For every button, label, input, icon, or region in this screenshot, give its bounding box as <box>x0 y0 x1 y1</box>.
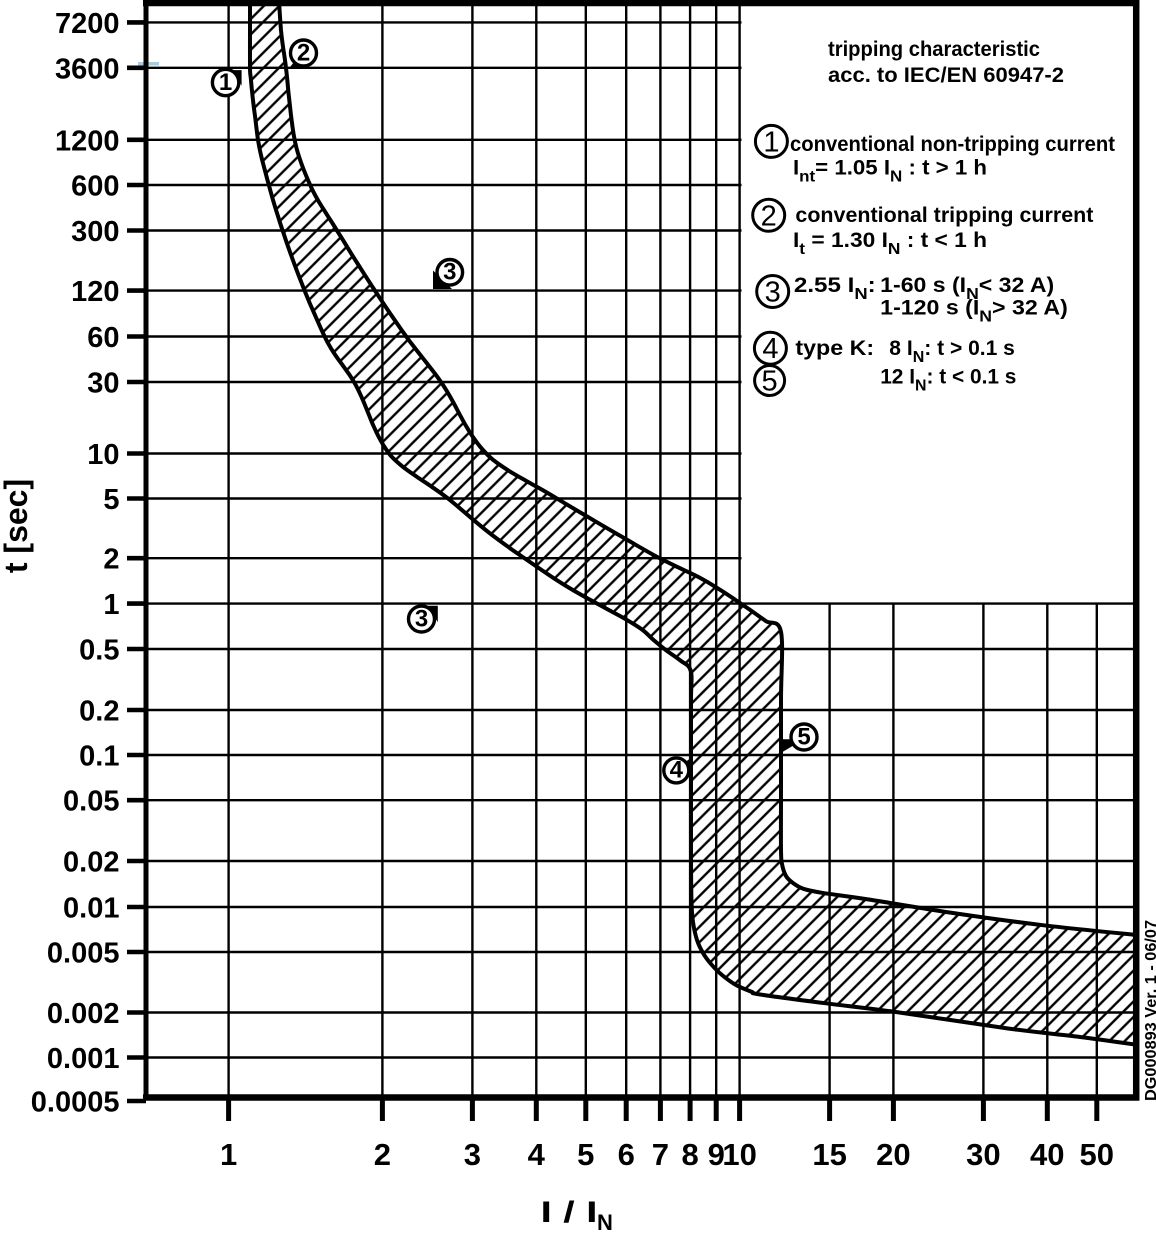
svg-text:7200: 7200 <box>55 8 120 40</box>
svg-text:5: 5 <box>577 1137 594 1172</box>
svg-text:5: 5 <box>797 723 810 750</box>
svg-text:type K:: type K: <box>795 337 874 360</box>
svg-text:t [sec]: t [sec] <box>0 479 34 573</box>
svg-text:1: 1 <box>103 589 119 621</box>
svg-text:0.02: 0.02 <box>63 847 119 879</box>
svg-text:5: 5 <box>103 484 119 516</box>
svg-text:2: 2 <box>761 200 777 232</box>
svg-text:4: 4 <box>528 1137 546 1172</box>
svg-text:acc. to IEC/EN 60947-2: acc. to IEC/EN 60947-2 <box>828 64 1064 87</box>
svg-text:0.5: 0.5 <box>79 635 119 667</box>
svg-text:40: 40 <box>1030 1137 1064 1172</box>
svg-text:2: 2 <box>374 1137 391 1172</box>
svg-text:2: 2 <box>297 39 310 66</box>
svg-text:7: 7 <box>652 1137 669 1172</box>
svg-text:4: 4 <box>762 333 778 365</box>
svg-text:0.0005: 0.0005 <box>31 1087 120 1119</box>
svg-text:N: N <box>597 1210 613 1235</box>
svg-text:10: 10 <box>722 1137 756 1172</box>
svg-text:1200: 1200 <box>55 125 120 157</box>
svg-text:0.002: 0.002 <box>47 998 120 1030</box>
svg-text:4: 4 <box>670 756 684 783</box>
svg-text:2: 2 <box>103 544 119 576</box>
svg-text:3: 3 <box>443 259 456 286</box>
svg-text:5: 5 <box>762 366 778 398</box>
svg-text:0.1: 0.1 <box>79 741 119 773</box>
svg-text:3600: 3600 <box>55 53 120 85</box>
svg-text:30: 30 <box>966 1137 1000 1172</box>
svg-text:1: 1 <box>220 1137 237 1172</box>
svg-text:8: 8 <box>681 1137 698 1172</box>
svg-text:1: 1 <box>763 126 779 158</box>
svg-text:6: 6 <box>618 1137 635 1172</box>
svg-text:1: 1 <box>219 69 232 96</box>
svg-text:10: 10 <box>87 439 119 471</box>
svg-text:60: 60 <box>87 322 119 354</box>
svg-text:15: 15 <box>812 1137 846 1172</box>
svg-text:3: 3 <box>765 277 781 309</box>
svg-text:0.05: 0.05 <box>63 786 119 818</box>
svg-text:0.001: 0.001 <box>47 1043 120 1075</box>
svg-text:DG000893 Ver. 1 - 06/07: DG000893 Ver. 1 - 06/07 <box>1143 920 1156 1101</box>
svg-text:20: 20 <box>876 1137 910 1172</box>
svg-text:30: 30 <box>87 368 119 400</box>
svg-text:0.01: 0.01 <box>63 893 119 925</box>
svg-text:conventional tripping current: conventional tripping current <box>795 204 1093 227</box>
svg-text:0.2: 0.2 <box>79 696 119 728</box>
svg-text:3: 3 <box>464 1137 481 1172</box>
svg-text:3: 3 <box>415 605 428 632</box>
svg-text:0.005: 0.005 <box>47 938 120 970</box>
svg-text:600: 600 <box>71 171 119 203</box>
svg-text:conventional non-tripping curr: conventional non-tripping current <box>790 133 1115 156</box>
svg-text:I / I: I / I <box>541 1196 598 1229</box>
svg-text:9: 9 <box>708 1137 725 1172</box>
svg-text:tripping characteristic: tripping characteristic <box>828 38 1040 61</box>
svg-text:120: 120 <box>71 276 119 308</box>
svg-text:300: 300 <box>71 216 119 248</box>
svg-text:50: 50 <box>1080 1137 1114 1172</box>
